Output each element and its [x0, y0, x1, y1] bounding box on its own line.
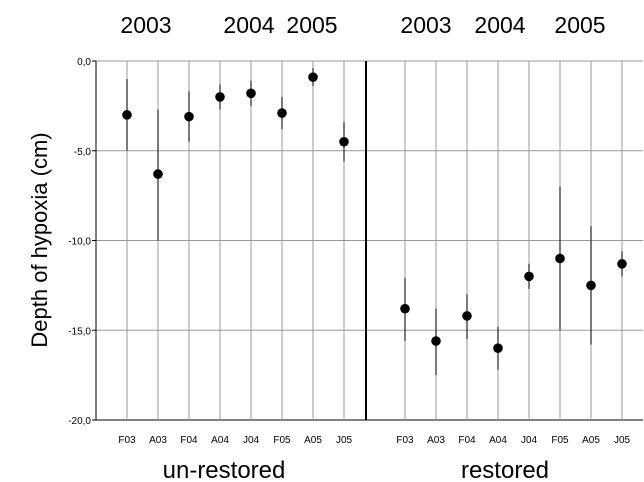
data-point	[308, 72, 318, 82]
x-tick-label: F04	[180, 435, 198, 446]
data-point	[246, 88, 256, 99]
data-point	[462, 311, 472, 321]
x-tick-label: F04	[458, 435, 476, 446]
x-tick-label: F05	[273, 435, 291, 446]
y-tick-label: -15,0	[68, 326, 91, 337]
data-point	[339, 136, 349, 147]
x-tick-label: A04	[211, 435, 229, 446]
data-point	[400, 303, 410, 314]
x-tick-label: F03	[118, 435, 136, 446]
data-point	[215, 92, 225, 102]
x-tick-label: J05	[336, 435, 353, 446]
x-tick-label: J05	[614, 435, 631, 446]
data-point	[493, 343, 503, 354]
year-label: 2005	[286, 12, 337, 38]
data-point	[153, 169, 163, 179]
year-label: 2003	[400, 12, 451, 38]
data-point	[122, 110, 132, 120]
data-point	[555, 253, 565, 264]
group-label: restored	[461, 457, 549, 482]
y-axis-label: Depth of hypoxia (cm)	[27, 132, 52, 347]
y-tick-label: -5,0	[74, 147, 92, 158]
x-tick-label: J04	[521, 435, 538, 446]
year-label: 2004	[474, 12, 525, 38]
year-label: 2004	[223, 12, 274, 38]
group-label: un-restored	[163, 457, 286, 482]
x-tick-label: A03	[149, 435, 167, 446]
y-tick-label: -20,0	[68, 416, 91, 427]
y-tick-label: -10,0	[68, 237, 91, 248]
data-point	[586, 280, 596, 291]
x-tick-label: A04	[489, 435, 507, 446]
year-label: 2005	[554, 12, 605, 38]
data-point	[524, 271, 534, 282]
data-point	[184, 111, 194, 122]
x-tick-label: A05	[582, 435, 600, 446]
x-tick-label: A05	[304, 435, 322, 446]
plot-area: 0,0 -5,0 -10,0 -15,0 -20,0 2003 2004 2005 F03 A03…	[68, 12, 643, 482]
x-tick-label: J04	[243, 435, 260, 446]
y-tick-label: 0,0	[77, 57, 91, 68]
data-point	[617, 259, 627, 269]
year-label: 2003	[120, 12, 171, 38]
x-tick-label: F05	[551, 435, 569, 446]
x-tick-label: F03	[396, 435, 414, 446]
data-point	[431, 336, 441, 346]
data-point	[277, 108, 287, 118]
x-tick-label: A03	[427, 435, 445, 446]
